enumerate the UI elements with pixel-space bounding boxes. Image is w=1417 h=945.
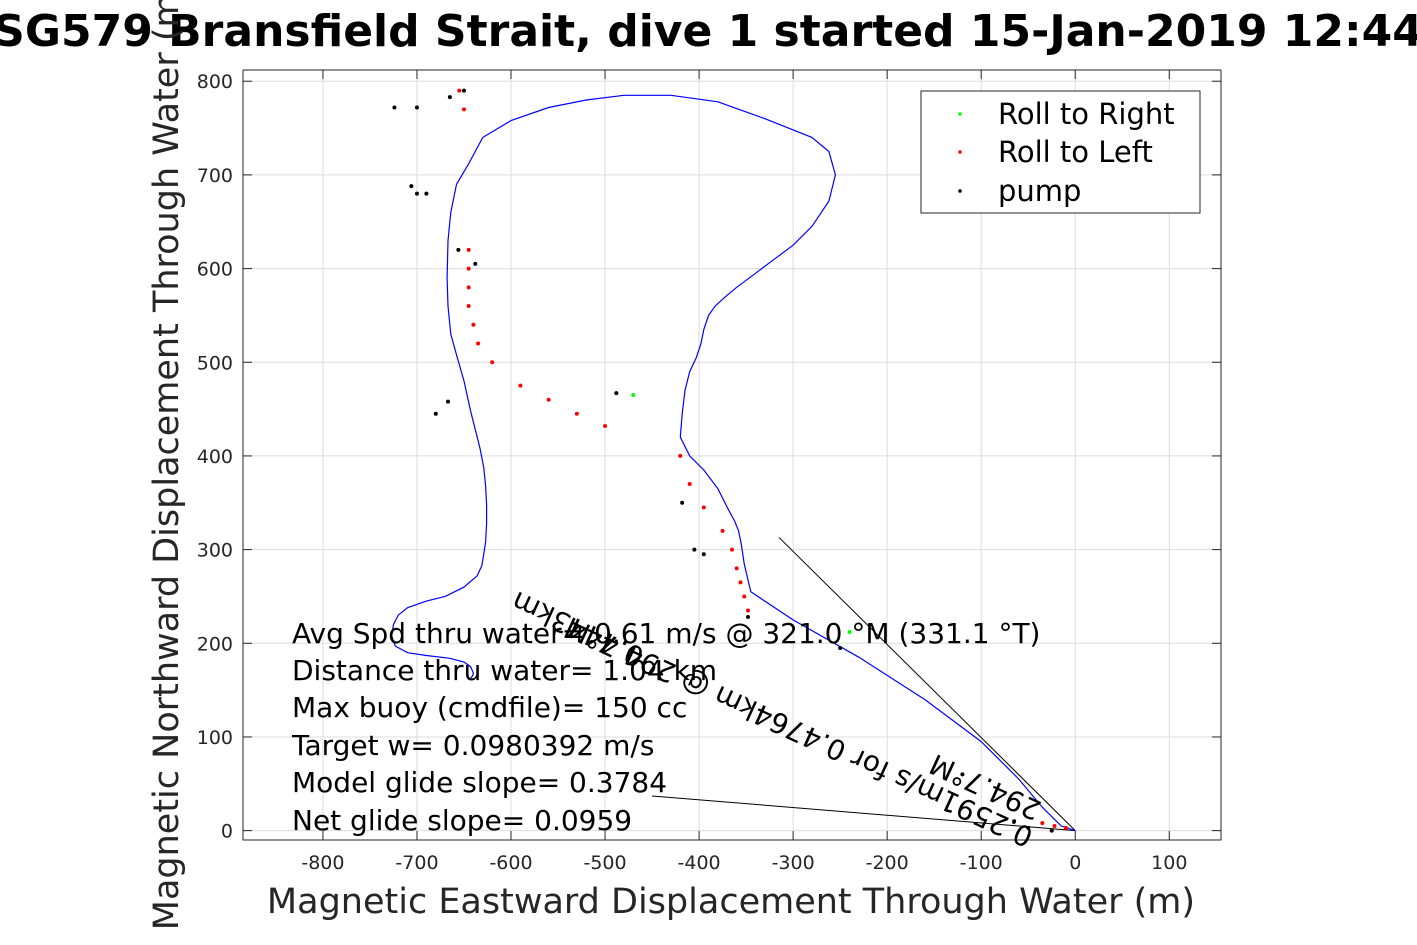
x-tick-label: -100 <box>960 852 1003 874</box>
marker-roll-to-right <box>847 630 852 635</box>
course-line <box>652 795 1076 832</box>
y-tick-label: 100 <box>197 727 233 749</box>
stat-distance: Distance thru water= 1.04 km <box>292 654 717 687</box>
plot-frame <box>242 69 1222 841</box>
glider-track-line <box>390 94 1076 832</box>
marker-roll-to-left <box>720 528 725 533</box>
marker-pump <box>745 615 750 620</box>
marker-roll-to-left <box>1040 821 1045 826</box>
x-tick-label: -700 <box>395 852 438 874</box>
marker-pump <box>392 105 397 110</box>
marker-roll-to-left <box>457 88 462 93</box>
stats-annotations: Avg Spd thru water= 0.61 m/s @ 321.0 °M … <box>291 617 1040 837</box>
marker-roll-to-left <box>546 397 551 402</box>
marker-pump <box>838 645 843 650</box>
marker-roll-to-left <box>518 383 523 388</box>
x-tick-label: -300 <box>772 852 815 874</box>
marker-roll-to-left <box>461 107 466 112</box>
marker-roll-to-left <box>678 453 683 458</box>
marker-pump <box>1049 828 1054 833</box>
marker-roll-to-left <box>738 580 743 585</box>
marker-roll-to-left <box>1052 823 1057 828</box>
marker-pump <box>680 500 685 505</box>
y-tick-label: 300 <box>197 540 233 562</box>
marker-pump <box>409 184 414 189</box>
x-tick-label: -500 <box>583 852 626 874</box>
x-tick-label: 100 <box>1151 852 1187 874</box>
chart-title: SG579 Bransfield Strait, dive 1 started … <box>0 6 1417 57</box>
y-tick-label: 200 <box>197 633 233 655</box>
y-tick-label: 600 <box>197 259 233 281</box>
marker-roll-to-left <box>742 594 747 599</box>
marker-roll-to-left <box>1063 825 1068 830</box>
axis-ticks: -800 -700 -600 -500 -400 -300 -200 -100 0 100 0 100… <box>197 70 1221 874</box>
course-lines <box>652 537 1076 832</box>
x-tick-label: 0 <box>1069 852 1081 874</box>
marker-roll-to-left <box>466 266 471 271</box>
marker-roll-to-left <box>687 482 692 487</box>
stat-model-glide-slope: Model glide slope= 0.3784 <box>292 766 667 799</box>
marker-pump <box>614 391 619 396</box>
marker-pump <box>960 772 965 777</box>
marker-roll-to-left <box>476 341 481 346</box>
marker-pump <box>414 105 419 110</box>
y-tick-label: 500 <box>197 352 233 374</box>
course-line <box>778 537 1076 831</box>
x-tick-label: -800 <box>301 852 344 874</box>
marker-pump <box>456 247 461 252</box>
marker-roll-to-right <box>631 393 636 398</box>
marker-roll-to-left <box>574 411 579 416</box>
y-tick-label: 400 <box>197 446 233 468</box>
marker-pump <box>461 88 466 93</box>
legend-marker-roll-left <box>958 150 962 154</box>
marker-roll-to-left <box>490 360 495 365</box>
x-tick-label: -200 <box>866 852 909 874</box>
marker-pump <box>447 95 452 100</box>
marker-roll-to-left <box>734 566 739 571</box>
marker-pump <box>414 191 419 196</box>
marker-roll-to-left <box>730 547 734 552</box>
legend-marker-roll-right <box>958 112 962 116</box>
legend-marker-pump <box>958 189 962 193</box>
legend-label-pump: pump <box>998 174 1081 208</box>
marker-roll-to-left <box>466 247 471 252</box>
marker-roll-to-left <box>701 505 706 510</box>
marker-pump <box>424 191 429 196</box>
marker-pump <box>1012 819 1017 824</box>
marker-pump <box>701 552 706 557</box>
stat-net-glide-slope: Net glide slope= 0.0959 <box>292 804 632 837</box>
marker-pump <box>446 399 451 404</box>
y-tick-label: 700 <box>197 165 233 187</box>
marker-roll-to-left <box>603 423 608 428</box>
y-tick-label: 800 <box>197 71 233 93</box>
legend-label-roll-left: Roll to Left <box>998 135 1153 169</box>
legend: Roll to Right Roll to Left pump <box>920 90 1201 214</box>
stat-avg-speed: Avg Spd thru water= 0.61 m/s @ 321.0 °M … <box>292 617 1040 650</box>
x-tick-label: -600 <box>489 852 532 874</box>
stat-target-w: Target w= 0.0980392 m/s <box>291 729 654 762</box>
x-tick-label: -400 <box>678 852 721 874</box>
marker-pump <box>1026 825 1031 830</box>
marker-roll-to-left <box>471 322 476 327</box>
marker-roll-to-left <box>745 608 750 613</box>
marker-roll-to-left <box>466 285 471 290</box>
marker-pump <box>433 411 438 416</box>
y-tick-label: 0 <box>221 821 233 843</box>
legend-label-roll-right: Roll to Right <box>998 97 1175 131</box>
x-axis-label: Magnetic Eastward Displacement Through W… <box>267 882 1195 922</box>
marker-pump <box>692 547 697 552</box>
track-markers <box>392 88 1068 833</box>
marker-pump <box>473 261 478 266</box>
marker-roll-to-left <box>466 304 471 309</box>
y-axis-label: Magnetic Northward Displacement Through … <box>147 0 187 930</box>
stat-max-buoy: Max buoy (cmdfile)= 150 cc <box>292 691 687 724</box>
legend-box <box>920 90 1201 214</box>
